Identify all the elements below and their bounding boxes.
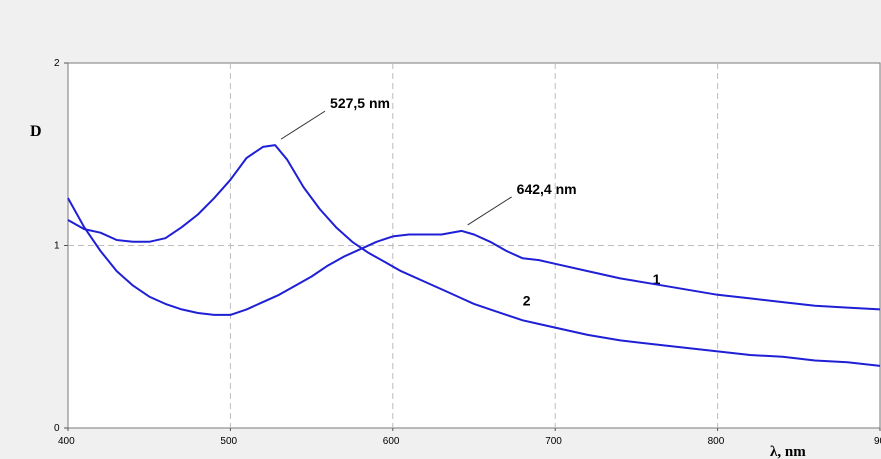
annotation-leader-line <box>467 196 512 226</box>
x-tick-label: 700 <box>545 436 562 447</box>
annotation-leader-line <box>280 110 326 140</box>
grid-lines <box>68 63 880 428</box>
series-label-2: 2 <box>523 293 531 309</box>
annotations: 527,5 nm 642,4 nm <box>280 95 577 226</box>
x-tick-label: 800 <box>708 436 725 447</box>
x-tick-label: 90 <box>874 436 881 447</box>
x-tick-label: 600 <box>383 436 400 447</box>
peak-annotation-label: 642,4 nm <box>517 181 577 197</box>
peak-annotation-label: 527,5 nm <box>330 95 390 111</box>
y-tick-label: 2 <box>54 58 60 69</box>
x-tick-label: 500 <box>220 436 237 447</box>
y-tick-label: 0 <box>54 423 60 434</box>
axis-ticks: 40050060070080090012 <box>54 58 881 447</box>
y-axis-title: D <box>30 123 42 140</box>
series-label-1: 1 <box>653 271 661 287</box>
x-tick-label: 400 <box>58 436 75 447</box>
series-lines: 12 <box>67 144 881 367</box>
series-line-2 <box>67 197 881 316</box>
y-tick-label: 1 <box>54 241 60 252</box>
series-line-1 <box>67 144 881 367</box>
x-axis-title: λ, nm <box>770 444 806 459</box>
